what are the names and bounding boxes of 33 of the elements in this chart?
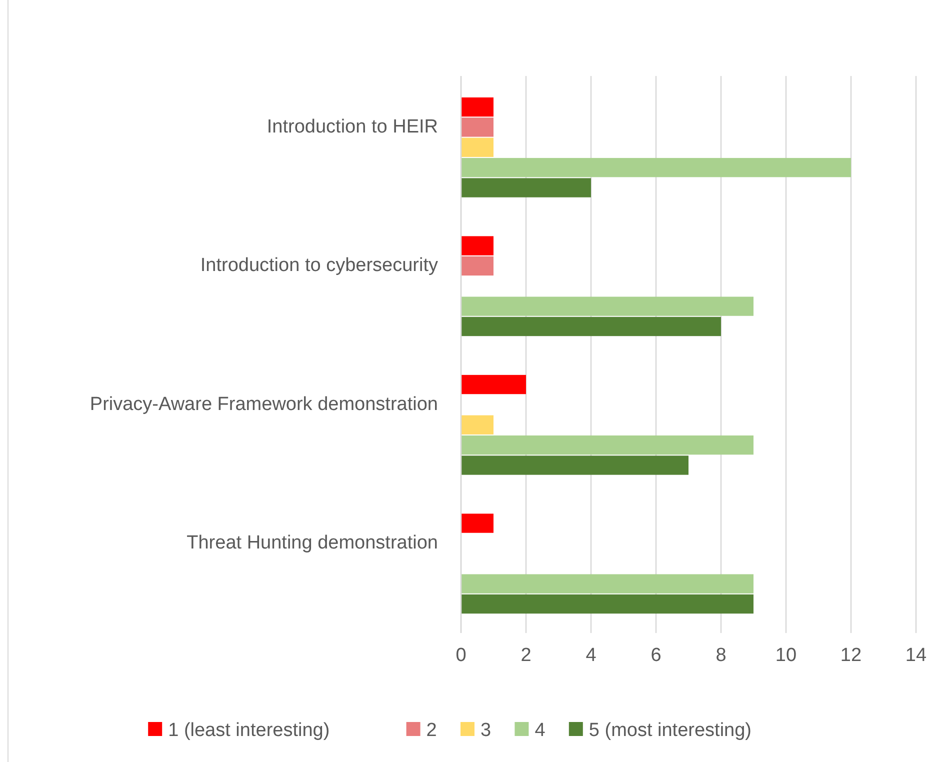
y-tick-label: Introduction to HEIR	[266, 116, 438, 138]
legend-label: 2	[426, 720, 437, 741]
bar	[461, 574, 754, 594]
bar	[461, 594, 754, 614]
x-tick-label: 2	[520, 645, 532, 666]
legend-label: 4	[534, 720, 546, 741]
bar	[461, 415, 494, 434]
x-tick-label: 10	[775, 645, 797, 666]
bar	[461, 514, 494, 533]
legend-label: 1 (least interesting)	[168, 720, 330, 741]
x-tick-label: 8	[716, 645, 726, 666]
y-tick-label: Privacy-Aware Framework demonstration	[90, 394, 438, 415]
bar	[461, 97, 494, 117]
bar	[461, 316, 721, 336]
bar	[461, 256, 494, 276]
bar	[461, 138, 494, 157]
x-tick-label: 0	[456, 645, 466, 666]
x-tick-label: 4	[586, 645, 597, 666]
legend-label: 3	[480, 720, 492, 741]
y-tick-label: Threat Hunting demonstration	[186, 532, 438, 554]
x-tick-label: 14	[905, 645, 927, 666]
bar	[461, 236, 494, 256]
x-tick-label: 6	[650, 645, 662, 666]
bar	[461, 456, 688, 475]
y-tick-label: Introduction to cybersecurity	[200, 255, 438, 276]
legend-label: 5 (most interesting)	[588, 720, 752, 741]
x-tick-label: 12	[840, 645, 862, 666]
bar	[461, 374, 526, 394]
bar	[461, 178, 591, 198]
bar	[461, 435, 754, 455]
bar	[461, 118, 494, 137]
bar	[461, 296, 754, 316]
bar	[461, 158, 851, 178]
